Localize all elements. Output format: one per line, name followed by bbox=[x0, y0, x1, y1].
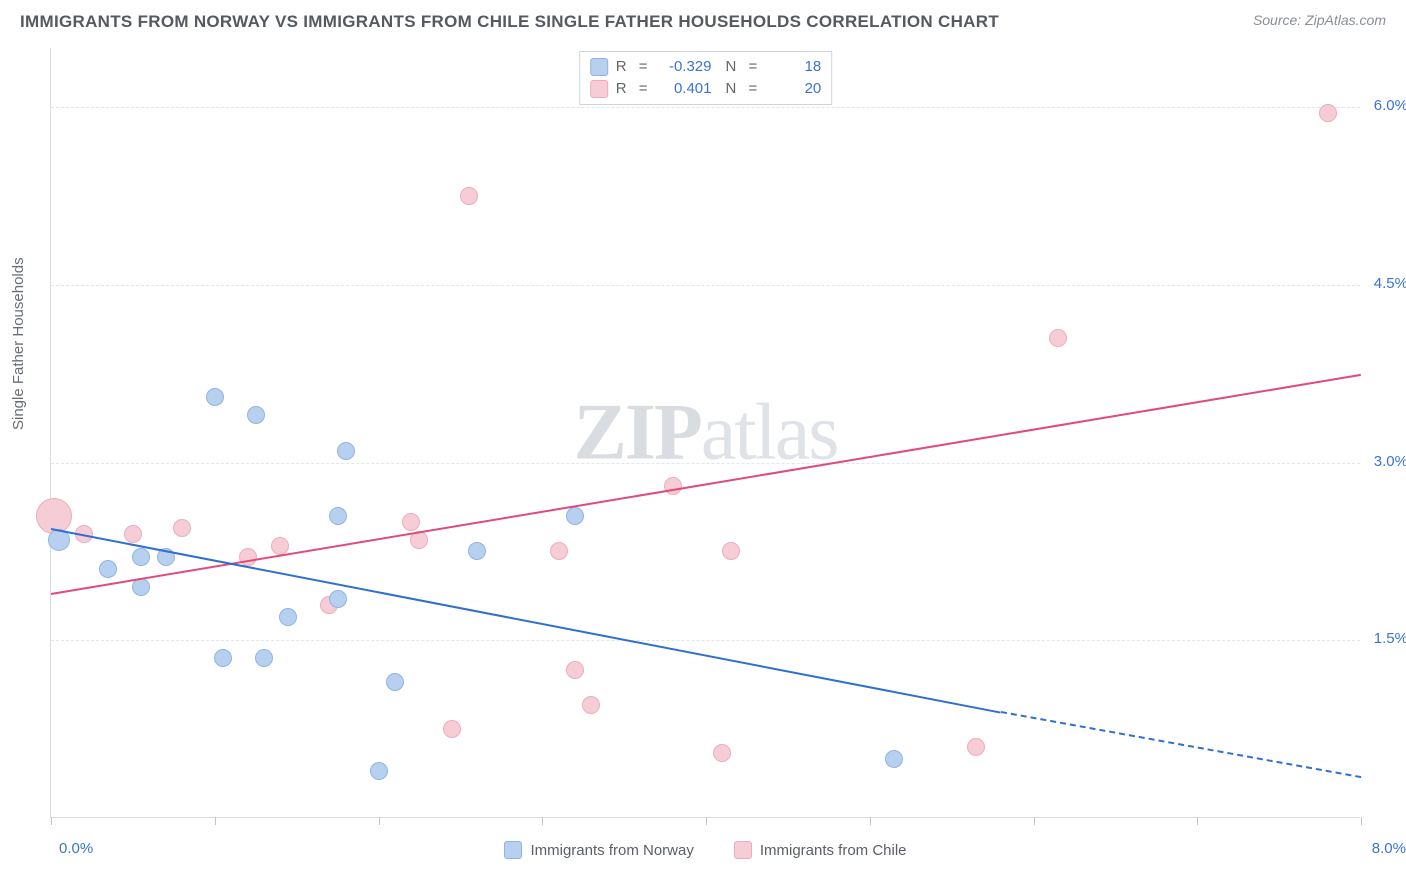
legend-row-norway: R = -0.329 N = 18 bbox=[590, 56, 822, 78]
data-point bbox=[271, 537, 289, 555]
data-point bbox=[206, 388, 224, 406]
swatch-icon bbox=[504, 841, 522, 859]
gridline bbox=[51, 107, 1360, 108]
x-tick bbox=[215, 817, 216, 825]
data-point bbox=[1319, 104, 1337, 122]
r-label: R bbox=[616, 56, 627, 78]
x-tick bbox=[542, 817, 543, 825]
data-point bbox=[582, 696, 600, 714]
data-point bbox=[370, 762, 388, 780]
data-point bbox=[967, 738, 985, 756]
data-point bbox=[255, 649, 273, 667]
n-value: 18 bbox=[765, 56, 821, 78]
data-point bbox=[239, 548, 257, 566]
chart-title: IMMIGRANTS FROM NORWAY VS IMMIGRANTS FRO… bbox=[20, 12, 999, 32]
data-point bbox=[279, 608, 297, 626]
x-tick bbox=[1361, 817, 1362, 825]
trend-line bbox=[51, 374, 1361, 595]
data-point bbox=[99, 560, 117, 578]
data-point bbox=[713, 744, 731, 762]
watermark: ZIPatlas bbox=[574, 387, 838, 478]
data-point bbox=[337, 442, 355, 460]
r-label: R bbox=[616, 78, 627, 100]
x-tick bbox=[870, 817, 871, 825]
y-axis-label: Single Father Households bbox=[10, 257, 27, 430]
x-tick bbox=[1197, 817, 1198, 825]
legend-item-chile: Immigrants from Chile bbox=[734, 841, 907, 859]
data-point bbox=[566, 507, 584, 525]
legend-label: Immigrants from Norway bbox=[530, 842, 693, 859]
x-axis-max-label: 8.0% bbox=[1372, 840, 1406, 857]
data-point bbox=[173, 519, 191, 537]
y-tick-label: 3.0% bbox=[1374, 453, 1406, 470]
data-point bbox=[550, 542, 568, 560]
data-point bbox=[1049, 329, 1067, 347]
data-point bbox=[329, 507, 347, 525]
r-value: 0.401 bbox=[656, 78, 712, 100]
data-point bbox=[124, 525, 142, 543]
x-tick bbox=[379, 817, 380, 825]
x-tick bbox=[51, 817, 52, 825]
x-axis-min-label: 0.0% bbox=[59, 840, 93, 857]
data-point bbox=[460, 187, 478, 205]
x-tick bbox=[1034, 817, 1035, 825]
data-point bbox=[664, 477, 682, 495]
data-point bbox=[132, 548, 150, 566]
data-point bbox=[468, 542, 486, 560]
gridline bbox=[51, 285, 1360, 286]
n-label: N bbox=[726, 78, 737, 100]
data-point bbox=[386, 673, 404, 691]
legend-item-norway: Immigrants from Norway bbox=[504, 841, 693, 859]
data-point bbox=[722, 542, 740, 560]
data-point bbox=[566, 661, 584, 679]
y-tick-label: 6.0% bbox=[1374, 97, 1406, 114]
chart-plot-area: ZIPatlas R = -0.329 N = 18 R = 0.401 N =… bbox=[50, 48, 1360, 818]
r-value: -0.329 bbox=[656, 56, 712, 78]
legend-label: Immigrants from Chile bbox=[760, 842, 907, 859]
y-tick-label: 1.5% bbox=[1374, 630, 1406, 647]
data-point bbox=[402, 513, 420, 531]
data-point bbox=[885, 750, 903, 768]
y-tick-label: 4.5% bbox=[1374, 275, 1406, 292]
swatch-icon bbox=[590, 58, 608, 76]
data-point bbox=[214, 649, 232, 667]
source-label: Source: ZipAtlas.com bbox=[1253, 12, 1386, 28]
data-point bbox=[247, 406, 265, 424]
data-point bbox=[329, 590, 347, 608]
gridline bbox=[51, 640, 1360, 641]
swatch-icon bbox=[734, 841, 752, 859]
x-tick bbox=[706, 817, 707, 825]
legend-row-chile: R = 0.401 N = 20 bbox=[590, 78, 822, 100]
n-label: N bbox=[726, 56, 737, 78]
trend-line bbox=[51, 528, 1001, 714]
data-point bbox=[443, 720, 461, 738]
gridline bbox=[51, 463, 1360, 464]
series-legend: Immigrants from Norway Immigrants from C… bbox=[51, 841, 1360, 859]
correlation-legend: R = -0.329 N = 18 R = 0.401 N = 20 bbox=[579, 51, 833, 105]
swatch-icon bbox=[590, 80, 608, 98]
n-value: 20 bbox=[765, 78, 821, 100]
trend-line bbox=[1001, 711, 1362, 778]
